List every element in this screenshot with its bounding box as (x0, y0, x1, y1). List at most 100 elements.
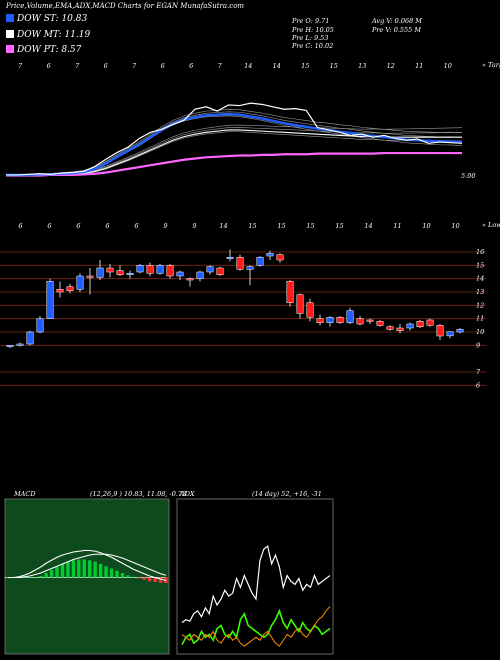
macd-line (8, 549, 167, 582)
chart-title: Price,Volume,EMA,ADX,MACD Charts for EGA… (6, 2, 245, 10)
candle-down (186, 278, 194, 281)
ema-top-tick-label: 12 (387, 62, 395, 70)
macd-hist-bar (93, 561, 97, 578)
adx-label: ADX (180, 490, 195, 498)
macd-hist-bar (126, 575, 130, 578)
candle-up (76, 275, 84, 290)
stat-prev-volume: Pre V: 0.555 M (372, 26, 422, 34)
price-top-tick-label: 11 (393, 222, 401, 230)
price-top-tick-label: 6 (134, 222, 138, 230)
stat-prev-low: Pre L: 9.53 (292, 34, 329, 42)
ema-top-tick-label: 11 (415, 62, 423, 70)
ema-band-line (5, 109, 463, 176)
macd-hist-bar (131, 576, 136, 578)
price-top-tick-label: 14 (364, 222, 372, 230)
legend-swatch-pt (6, 45, 14, 53)
candle-up (446, 331, 454, 337)
candle-up (176, 271, 184, 277)
ema-right-value: 5.00 (461, 172, 475, 180)
ema-band-line (5, 111, 463, 176)
ema-line-pt (6, 151, 462, 177)
macd-hist-bar (142, 577, 146, 580)
ema-right-label: « Target (482, 61, 500, 69)
stat-prev-close: Pre C: 10.02 (292, 42, 334, 50)
candle-up (326, 317, 334, 323)
price-top-tick-label: 15 (248, 222, 256, 230)
candle-up (156, 265, 164, 274)
candle-up (406, 323, 414, 329)
ema-top-tick-label: 7 (75, 62, 80, 70)
adx-series (181, 545, 331, 647)
price-y-tick-label: 14 (476, 275, 484, 283)
ema-top-tick-label: 6 (47, 62, 51, 70)
macd-hist-bar (164, 577, 168, 583)
ema-band-line (5, 115, 463, 176)
ema-top-tick-label: 6 (104, 62, 108, 70)
macd-hist-bar (137, 577, 141, 579)
adx-frame (176, 498, 334, 655)
candle-down (216, 267, 224, 275)
candle-down (316, 318, 324, 323)
macd-hist-bar (109, 568, 114, 578)
price-top-tick-label: 15 (306, 222, 314, 230)
adx-line (181, 545, 331, 624)
candle-down (416, 321, 424, 327)
macd-hist-bar (88, 560, 92, 578)
stat-prev-high: Pre H: 10.05 (292, 26, 334, 34)
macd-hist-bar (22, 577, 27, 579)
ema-band-line (5, 124, 463, 176)
price-top-tick-label: 10 (422, 222, 430, 230)
price-y-tick-label: 12 (476, 301, 484, 309)
candle-down (106, 267, 114, 273)
candle-down (386, 326, 394, 330)
legend-swatch-mt (6, 30, 14, 38)
candle-up (246, 266, 254, 270)
candle-down (296, 294, 304, 314)
macd-hist-bar (71, 560, 76, 578)
macd-hist-bar (98, 564, 103, 578)
price-y-tick-label: 7 (476, 368, 481, 376)
macd-hist-bar (82, 559, 86, 578)
candle-up (26, 331, 34, 345)
macd-hist-bar (66, 561, 70, 578)
candle-down (146, 265, 154, 274)
price-y-tick-label: 6 (476, 381, 480, 389)
candle-down (86, 275, 94, 278)
price-y-tick-label: 15 (476, 261, 484, 269)
macd-signal-line (8, 553, 167, 579)
candle-down (396, 327, 404, 331)
ema-top-tick-label: 6 (161, 62, 165, 70)
price-top-tick-label: 15 (335, 222, 343, 230)
candle-down (286, 281, 294, 303)
legend-label-pt: DOW PT: 8.57 (17, 45, 82, 55)
candle-down (116, 270, 124, 275)
ema-top-tick-label: 10 (444, 62, 452, 70)
ema-top-tick-label: 14 (273, 62, 281, 70)
ema-line-st (6, 112, 463, 177)
stat-prev-open: Pre O: 9.71 (292, 17, 330, 25)
price-top-tick-label: 6 (105, 222, 109, 230)
candle-down (56, 289, 64, 293)
price-top-tick-label: 9 (163, 222, 167, 230)
macd-hist-bar (6, 577, 10, 579)
ema-top-tick-label: 15 (301, 62, 309, 70)
price-top-tick-label: 15 (277, 222, 285, 230)
candle-up (136, 265, 144, 273)
macd-params: (12,26,9 ) 10.83, 11.08, -0.73 (90, 490, 187, 498)
macd-hist-bar (11, 577, 16, 579)
candle-up (226, 257, 234, 259)
candle-down (276, 254, 284, 261)
candle-down (426, 319, 434, 326)
price-top-tick-label: 6 (18, 222, 22, 230)
candle-up (36, 318, 44, 333)
macd-hist-bar (104, 566, 108, 578)
candle-up (126, 273, 134, 275)
ema-band-line (5, 127, 463, 176)
price-top-tick-label: 14 (219, 222, 227, 230)
candle-down (236, 257, 244, 270)
candle-up (456, 329, 464, 333)
legend-dow-st: DOW ST: 10.83 (6, 14, 166, 27)
price-y-tick-label: 13 (476, 288, 484, 296)
adx-params: (14 day) 52, +16, -31 (252, 490, 322, 498)
